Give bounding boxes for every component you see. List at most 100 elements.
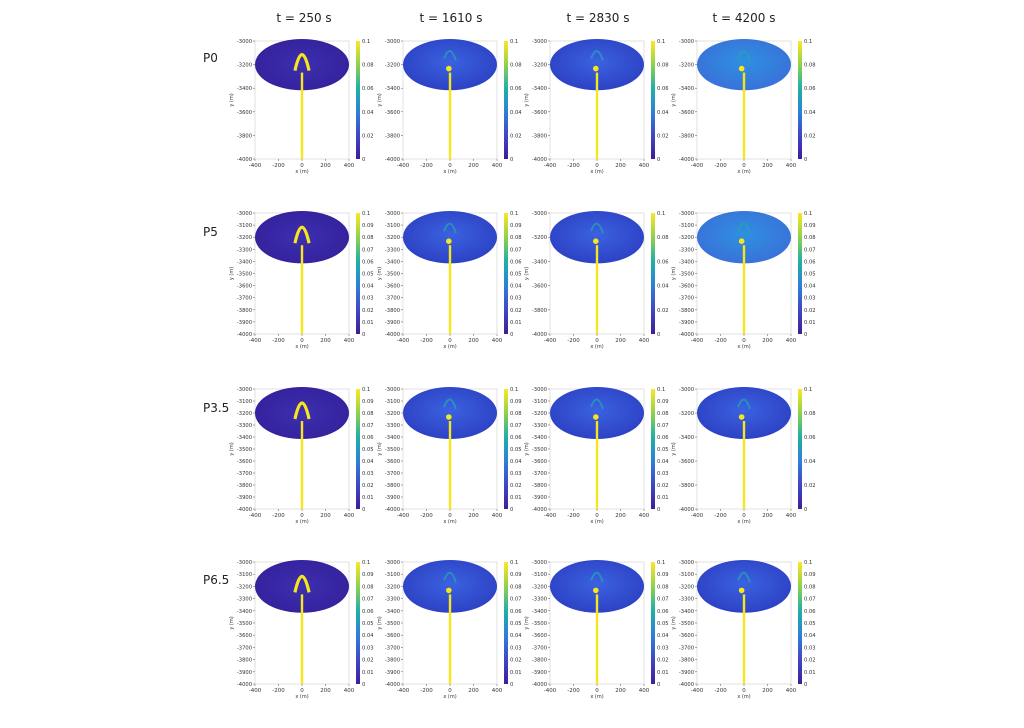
colorbar-tick-label: 0.02 — [657, 483, 669, 489]
y-tick-label: -3700 — [385, 645, 400, 651]
x-tick-label: 200 — [615, 688, 626, 694]
colorbar-tick-label: 0.01 — [510, 670, 522, 676]
y-tick-label: -3600 — [385, 459, 400, 465]
colorbar-tick-label: 0.02 — [510, 658, 522, 664]
y-tick-label: -3300 — [532, 597, 547, 603]
concentration-field — [255, 39, 349, 91]
colorbar — [651, 213, 655, 334]
colorbar-tick-label: 0.07 — [804, 247, 816, 253]
x-tick-label: 200 — [468, 338, 479, 344]
x-tick-label: 200 — [762, 338, 773, 344]
y-tick-label: -3000 — [385, 211, 400, 217]
colorbar-tick-label: 0.1 — [510, 211, 518, 217]
y-tick-label: -3400 — [237, 609, 252, 615]
x-tick-label: 400 — [344, 513, 355, 519]
y-tick-label: -4000 — [237, 332, 252, 338]
plume-swirl — [737, 222, 751, 234]
x-axis-label: x (m) — [737, 519, 750, 525]
colorbar-tick-label: 0.08 — [362, 63, 374, 69]
colorbar-tick-label: 0.07 — [510, 597, 522, 603]
x-axis-label: x (m) — [443, 169, 456, 175]
colorbar-tick-label: 0.03 — [510, 296, 522, 302]
colorbar-tick-label: 0.08 — [657, 235, 669, 241]
colorbar-tick-label: 0.08 — [804, 584, 816, 590]
y-axis-label: y (m) — [229, 267, 235, 280]
y-tick-label: -4000 — [385, 682, 400, 688]
colorbar-tick-label: 0 — [510, 157, 513, 163]
y-tick-label: -3600 — [237, 459, 252, 465]
y-tick-label: -3300 — [385, 597, 400, 603]
y-tick-label: -3200 — [532, 63, 547, 69]
y-tick-label: -3700 — [679, 645, 694, 651]
y-axis-label: y (m) — [229, 616, 235, 629]
x-tick-label: 0 — [742, 688, 746, 694]
y-tick-label: -3500 — [532, 621, 547, 627]
colorbar-tick-label: 0.03 — [510, 645, 522, 651]
y-tick-label: -3100 — [385, 223, 400, 229]
conduit-plume — [742, 72, 746, 159]
colorbar-tick-label: 0.04 — [657, 110, 669, 116]
x-tick-label: 400 — [786, 513, 797, 519]
plume-blob — [738, 238, 745, 244]
colorbar-tick-label: 0.09 — [657, 572, 669, 578]
y-tick-label: -3400 — [532, 609, 547, 615]
x-tick-label: 200 — [615, 163, 626, 169]
colorbar-tick-label: 0.07 — [362, 247, 374, 253]
colorbar-tick-label: 0.04 — [362, 633, 374, 639]
y-tick-label: -3600 — [532, 459, 547, 465]
conduit-plume — [595, 421, 599, 509]
y-tick-label: -3200 — [679, 584, 694, 590]
x-axis-label: x (m) — [590, 344, 603, 350]
x-axis-label: x (m) — [590, 169, 603, 175]
conduit-plume — [742, 594, 746, 684]
y-tick-label: -4000 — [679, 682, 694, 688]
concentration-field — [403, 560, 497, 613]
y-tick-label: -3800 — [679, 483, 694, 489]
y-axis-label: y (m) — [671, 267, 677, 280]
y-tick-label: -3000 — [385, 387, 400, 393]
colorbar-tick-label: 0.06 — [804, 86, 816, 92]
colorbar-tick-label: 0.04 — [657, 284, 669, 290]
y-axis-label: y (m) — [671, 616, 677, 629]
colorbar-tick-label: 0.04 — [657, 633, 669, 639]
colorbar-tick-label: 0.02 — [510, 308, 522, 314]
conduit-plume — [595, 594, 599, 684]
plume-blob — [446, 238, 452, 244]
colorbar-tick-label: 0.05 — [510, 447, 522, 453]
x-tick-label: 400 — [786, 338, 797, 344]
y-tick-label: -3300 — [679, 597, 694, 603]
y-tick-label: -3200 — [679, 411, 694, 417]
y-axis-label: y (m) — [524, 442, 530, 455]
colorbar-tick-label: 0.04 — [804, 633, 816, 639]
colorbar-tick-label: 0.09 — [362, 223, 374, 229]
column-title: t = 250 s — [276, 11, 331, 25]
y-tick-label: -4000 — [532, 332, 547, 338]
y-tick-label: -3800 — [237, 308, 252, 314]
y-tick-label: -3700 — [237, 645, 252, 651]
y-tick-label: -3900 — [532, 495, 547, 501]
colorbar-tick-label: 0.1 — [362, 387, 370, 393]
colorbar-tick-label: 0.09 — [804, 572, 816, 578]
x-tick-label: -200 — [272, 338, 285, 344]
y-tick-label: -3400 — [237, 86, 252, 92]
x-tick-label: 200 — [468, 688, 479, 694]
conduit-plume — [595, 72, 599, 159]
plume-head — [293, 401, 311, 420]
y-tick-label: -3500 — [532, 447, 547, 453]
x-tick-label: -200 — [272, 513, 285, 519]
column-title: t = 2830 s — [567, 11, 630, 25]
y-tick-label: -3900 — [385, 320, 400, 326]
y-tick-label: -3800 — [237, 658, 252, 664]
plume-blob — [446, 414, 452, 420]
x-tick-label: -200 — [714, 338, 727, 344]
colorbar-tick-label: 0.08 — [657, 411, 669, 417]
colorbar-tick-label: 0.06 — [510, 609, 522, 615]
colorbar-tick-label: 0.03 — [362, 296, 374, 302]
x-tick-label: 200 — [468, 513, 479, 519]
colorbar-tick-label: 0.05 — [510, 272, 522, 278]
colorbar-tick-label: 0.04 — [804, 284, 816, 290]
colorbar — [504, 213, 508, 334]
y-tick-label: -3500 — [237, 621, 252, 627]
y-tick-label: -3200 — [679, 63, 694, 69]
colorbar-tick-label: 0 — [510, 507, 513, 513]
